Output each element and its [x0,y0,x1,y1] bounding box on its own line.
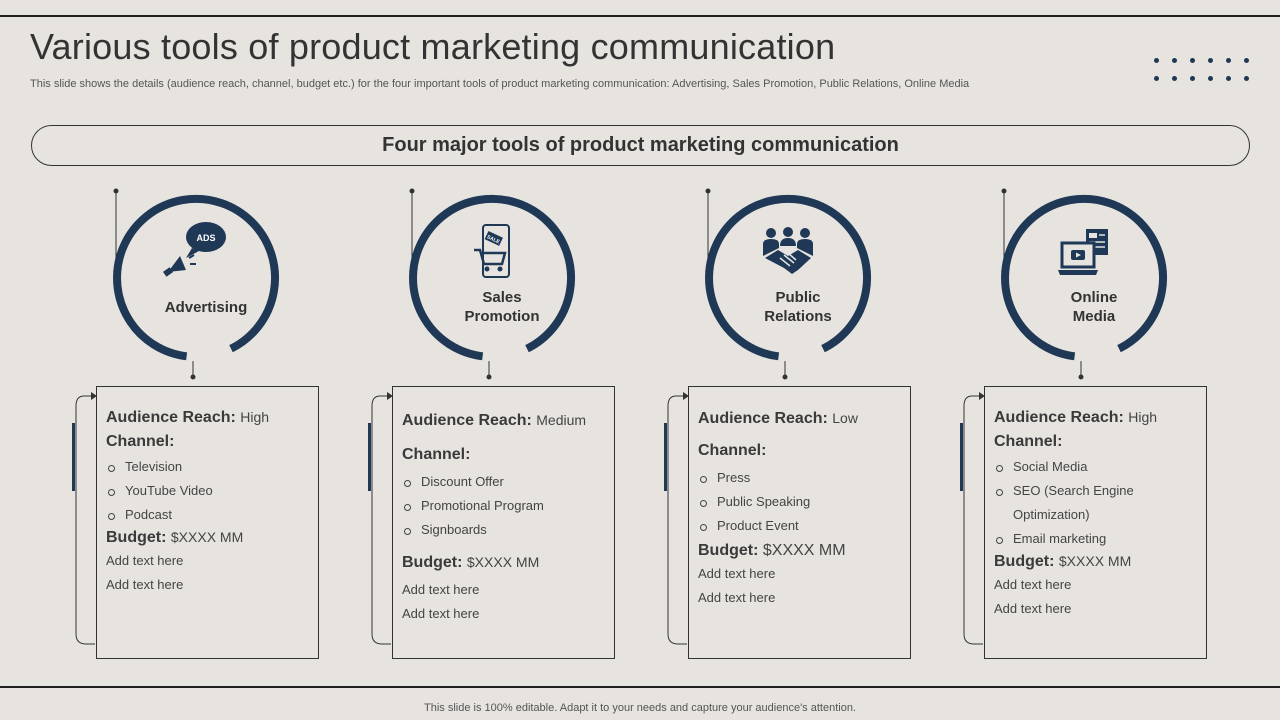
list-item: YouTube Video [106,479,310,503]
connector-bracket [963,392,985,645]
laptop-video-icon [1058,229,1108,275]
note-text: Add text here [994,601,1072,616]
budget-value: $XXXX MM [1058,553,1132,569]
channel-heading: Channel: [106,433,175,450]
tool-label: Advertising [164,299,248,316]
channel-heading: Channel: [994,433,1063,450]
channel-list: Press Public Speaking Product Event [698,466,902,538]
accent-bar [368,423,371,491]
decorative-dots [1154,58,1250,84]
accent-bar [664,423,667,491]
list-item: Public Speaking [698,490,902,514]
bottom-divider [0,686,1280,688]
tool-label: Sales Promotion [464,289,540,325]
audience-reach-value: High [240,409,270,425]
connector-bracket [667,392,689,645]
list-item: Discount Offer [402,470,606,494]
tool-label: Public Relations [764,289,832,325]
tool-details-card: Audience Reach: Medium Channel: Discount… [392,386,615,659]
tool-public-relations: Public Relations Audience Reach: Low Cha… [664,186,928,666]
note-text: Add text here [402,582,480,597]
tool-sales-promotion: SALE Sales Promotion Audience Reach: Med… [368,186,632,666]
note-text: Add text here [106,553,184,568]
list-item: Email marketing [994,527,1198,551]
list-item: Promotional Program [402,494,606,518]
section-banner: Four major tools of product marketing co… [31,125,1250,166]
channel-heading: Channel: [402,446,471,463]
budget-value: $XXXX MM [170,529,244,545]
list-item: Social Media [994,455,1198,479]
handshake-group-icon [763,227,813,274]
channel-list: Television YouTube Video Podcast [106,455,310,527]
connector-bracket [75,392,97,645]
ring-graphic [705,188,872,380]
note-text: Add text here [402,606,480,621]
tool-label: Online Media [1070,289,1118,325]
note-text: Add text here [994,577,1072,592]
footer-text: This slide is 100% editable. Adapt it to… [424,702,856,714]
note-text: Add text here [698,566,776,581]
channel-list: Social Media SEO (Search Engine Optimiza… [994,455,1198,551]
note-text: Add text here [106,577,184,592]
list-item: SEO (Search Engine Optimization) [994,479,1198,527]
ads-icon-text: ADS [196,233,215,243]
budget-value: $XXXX MM [466,554,540,570]
accent-bar [72,423,75,491]
connector-bracket [371,392,393,645]
ring-graphic [113,188,280,380]
list-item: Television [106,455,310,479]
ring-graphic [1001,188,1168,380]
tool-advertising: ADS Advertising Audience Reach: High Cha… [72,186,336,666]
top-divider [0,15,1280,17]
tool-details-card: Audience Reach: Low Channel: Press Publi… [688,386,911,659]
channel-heading: Channel: [698,442,767,459]
page-title: Various tools of product marketing commu… [30,26,836,67]
budget-value: $XXXX MM [762,542,846,559]
note-text: Add text here [698,590,776,605]
audience-reach-value: Low [832,410,858,426]
list-item: Podcast [106,503,310,527]
audience-reach-value: Medium [536,412,587,428]
audience-reach-value: High [1128,409,1158,425]
banner-text: Four major tools of product marketing co… [382,134,899,156]
tool-details-card: Audience Reach: High Channel: Social Med… [984,386,1207,659]
tool-online-media: Online Media Audience Reach: High Channe… [960,186,1224,666]
list-item: Press [698,466,902,490]
list-item: Product Event [698,514,902,538]
channel-list: Discount Offer Promotional Program Signb… [402,470,606,542]
tool-details-card: Audience Reach: High Channel: Television… [96,386,319,659]
sale-icon-text: SALE [486,234,501,245]
page-subtitle: This slide shows the details (audience r… [30,78,970,90]
phone-sale-cart-icon: SALE [474,224,510,278]
list-item: Signboards [402,518,606,542]
accent-bar [960,423,963,491]
ring-graphic [409,188,576,380]
megaphone-ads-icon: ADS [163,222,226,277]
